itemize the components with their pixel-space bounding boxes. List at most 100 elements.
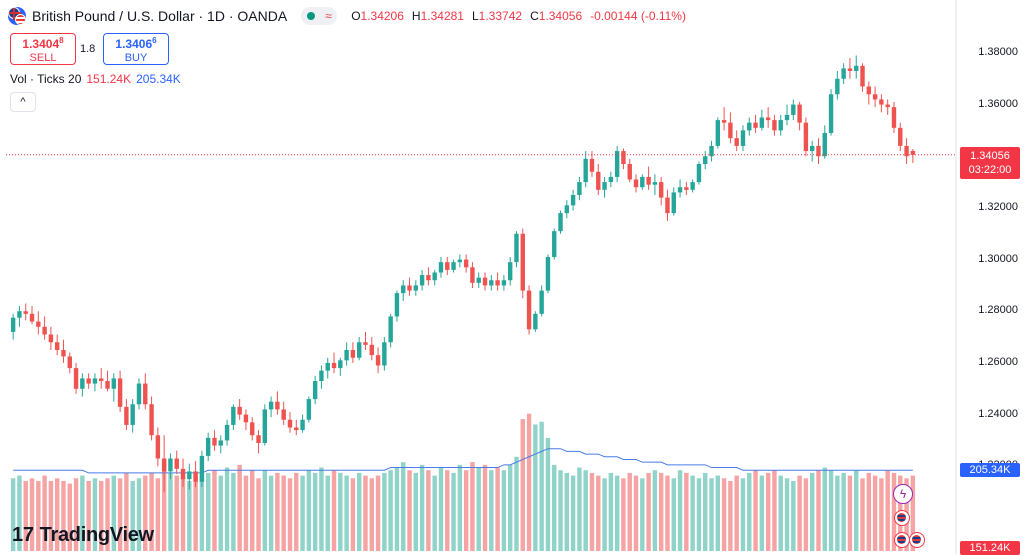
volume-bar <box>262 470 268 551</box>
volume-bar <box>356 472 362 551</box>
buy-button[interactable]: 1.34066 BUY <box>103 33 169 65</box>
volume-bar <box>92 478 98 551</box>
volume-bar <box>910 475 916 551</box>
candle-body <box>130 404 135 425</box>
volume-bar <box>212 470 217 551</box>
candle-body <box>457 259 463 263</box>
volume-bar <box>275 472 280 551</box>
volume-bar <box>627 472 632 551</box>
volume-bar <box>268 475 274 551</box>
candle-body <box>721 120 727 123</box>
volume-bar <box>552 464 557 551</box>
volume-bar <box>684 472 689 551</box>
volume-bar <box>507 464 513 551</box>
candle-body <box>545 257 551 291</box>
candle-body <box>224 424 230 441</box>
collapse-legend-button[interactable]: ^ <box>10 92 36 112</box>
candle-body <box>507 262 513 281</box>
candle-body <box>105 381 110 389</box>
candle-body <box>338 360 343 369</box>
candle-body <box>168 458 173 472</box>
candle-body <box>583 158 588 183</box>
candle-body <box>413 285 419 291</box>
candle-body <box>608 176 614 183</box>
candle-body <box>898 127 903 146</box>
wave-icon: ≈ <box>325 9 332 23</box>
candle-body <box>539 290 544 314</box>
candle-body <box>652 182 658 185</box>
volume-legend[interactable]: Vol · Ticks 20 151.24K 205.34K <box>10 72 181 86</box>
economic-event-icon[interactable] <box>894 510 910 526</box>
candle-body <box>470 267 475 283</box>
candle-body <box>872 94 878 100</box>
volume-bar <box>401 462 406 551</box>
volume-bar <box>80 475 85 551</box>
economic-event-icon[interactable] <box>909 532 925 548</box>
volume-bar <box>369 478 374 551</box>
candle-body <box>784 114 790 121</box>
candle-body <box>287 419 293 428</box>
candle-body <box>67 356 72 369</box>
volume-bar <box>589 472 595 551</box>
market-status-pill[interactable]: ≈ <box>301 7 338 25</box>
volume-bar <box>772 470 777 551</box>
economic-event-icon[interactable] <box>894 532 910 548</box>
volume-bar <box>539 421 544 551</box>
volume-bar <box>734 475 739 551</box>
candle-body <box>136 383 142 405</box>
candle-body <box>319 370 324 381</box>
volume-bar <box>784 478 790 551</box>
volume-bar <box>564 472 570 551</box>
volume-bar <box>803 478 809 551</box>
volume-bar <box>388 470 393 551</box>
candle-body <box>809 145 815 152</box>
candle-body <box>356 342 362 358</box>
volume-bar <box>363 475 368 551</box>
candle-body <box>344 350 349 361</box>
tradingview-logo[interactable]: 17 TradingView <box>12 524 154 546</box>
tradingview-logo-icon: 17 <box>12 524 34 546</box>
volume-tag: 151.24K <box>960 541 1020 555</box>
volume-bar <box>677 470 683 551</box>
candle-body <box>73 368 79 389</box>
candle-body <box>463 259 469 268</box>
candle-body <box>501 280 507 286</box>
volume-bar <box>237 464 242 551</box>
volume-bar <box>350 478 356 551</box>
volume-bar <box>671 478 676 551</box>
candle-body <box>312 381 318 400</box>
volume-bar <box>489 470 494 551</box>
price-axis-label: 1.30000 <box>978 252 1018 265</box>
symbol-title[interactable]: British Pound / U.S. Dollar · 1D · OANDA <box>32 8 288 24</box>
volume-bar <box>778 475 783 551</box>
candle-body <box>747 122 752 131</box>
candle-body <box>558 213 563 232</box>
candle-body <box>294 427 299 431</box>
candle-body <box>325 362 330 371</box>
candle-body <box>432 272 437 281</box>
volume-bar <box>791 481 796 551</box>
volume-bar <box>61 481 66 551</box>
volume-bar <box>740 478 746 551</box>
volume-bar <box>709 478 714 551</box>
candle-body <box>149 404 154 436</box>
volume-bar <box>187 481 192 551</box>
sell-button[interactable]: 1.34048 SELL <box>10 33 76 65</box>
volume-ma-line <box>13 448 913 474</box>
candle-body <box>92 378 98 384</box>
candle-body <box>143 383 148 405</box>
volume-bar <box>344 475 349 551</box>
lightning-event-icon[interactable]: ϟ <box>893 484 913 504</box>
candle-body <box>520 233 525 291</box>
volume-bar <box>199 478 205 551</box>
candle-body <box>533 313 538 330</box>
candle-body <box>199 455 205 482</box>
candle-body <box>438 262 444 273</box>
candle-body <box>268 401 274 410</box>
volume-bar <box>117 478 123 551</box>
candle-body <box>772 120 777 131</box>
candle-body <box>885 104 890 108</box>
candle-body <box>596 171 601 190</box>
candle-body <box>489 280 494 286</box>
